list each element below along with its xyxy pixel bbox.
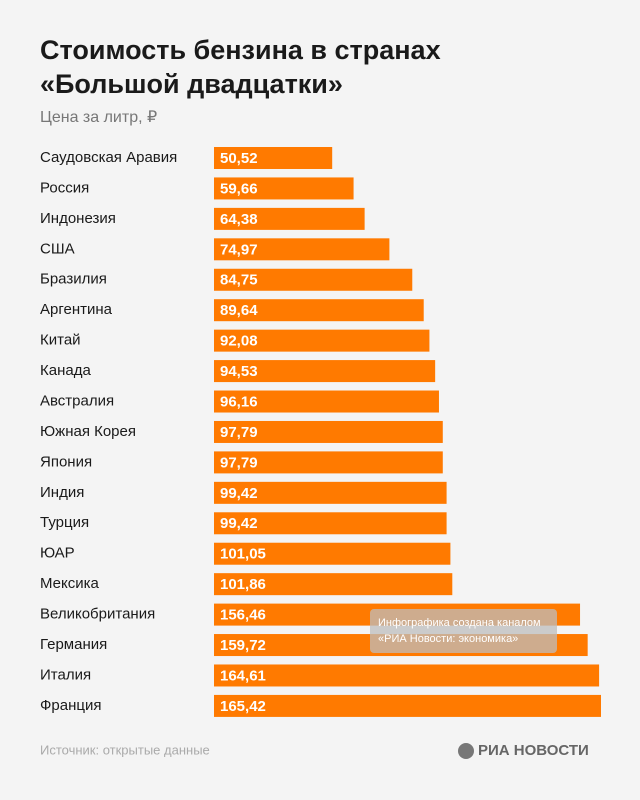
category-label: Япония <box>40 453 92 470</box>
value-label: 165,42 <box>220 698 266 715</box>
bar <box>214 329 430 352</box>
bar <box>214 238 390 261</box>
value-label: 156,46 <box>220 607 266 624</box>
bar <box>214 177 354 200</box>
bar <box>214 390 439 413</box>
category-label: Китай <box>40 332 81 349</box>
title-line: «Большой двадцатки» <box>40 69 343 99</box>
value-label: 74,97 <box>220 241 258 258</box>
value-label: 64,38 <box>220 211 258 228</box>
title-line: Стоимость бензина в странах <box>40 35 441 65</box>
bar <box>214 147 333 169</box>
value-label: 99,42 <box>220 515 258 532</box>
value-label: 101,05 <box>220 546 266 563</box>
bar <box>214 451 443 474</box>
bar <box>214 481 447 504</box>
category-label: Мексика <box>40 575 100 592</box>
category-label: Россия <box>40 179 89 196</box>
value-label: 97,79 <box>220 454 258 471</box>
category-label: Канада <box>40 362 91 379</box>
source: Источник: открытые данные <box>40 742 210 757</box>
bar <box>214 299 424 322</box>
category-label: Южная Корея <box>40 423 136 440</box>
bar <box>214 420 443 443</box>
category-label: ЮАР <box>40 545 75 562</box>
value-label: 97,79 <box>220 424 258 441</box>
logo-icon <box>458 743 474 759</box>
value-label: 164,61 <box>220 667 266 684</box>
note-box <box>370 609 557 653</box>
category-label: Индия <box>40 484 84 501</box>
category-label: Франция <box>40 697 101 714</box>
bar <box>214 207 365 230</box>
value-label: 159,72 <box>220 637 266 654</box>
category-label: Бразилия <box>40 271 107 288</box>
bar <box>214 573 453 596</box>
category-label: Германия <box>40 636 107 653</box>
category-label: Турция <box>40 514 89 531</box>
bar <box>214 542 451 565</box>
value-label: 89,64 <box>220 302 258 319</box>
note-line: «РИА Новости: экономика» <box>378 633 518 645</box>
value-label: 84,75 <box>220 272 258 289</box>
bar <box>214 268 413 291</box>
value-label: 94,53 <box>220 363 258 380</box>
category-label: Саудовская Аравия <box>40 149 177 166</box>
category-label: Аргентина <box>40 301 113 318</box>
category-label: Индонезия <box>40 210 116 227</box>
value-label: 99,42 <box>220 485 258 502</box>
category-label: Великобритания <box>40 606 155 623</box>
value-label: 96,16 <box>220 393 258 410</box>
category-label: Италия <box>40 666 91 683</box>
value-label: 59,66 <box>220 180 258 197</box>
value-label: 50,52 <box>220 150 258 167</box>
category-label: США <box>40 240 75 257</box>
subtitle: Цена за литр, ₽ <box>40 109 157 126</box>
category-label: Австралия <box>40 392 114 409</box>
value-label: 92,08 <box>220 333 258 350</box>
bar <box>214 664 600 687</box>
value-label: 101,86 <box>220 576 266 593</box>
bar <box>214 694 601 717</box>
note-line: Инфографика создана каналом <box>378 617 541 629</box>
bar <box>214 360 436 383</box>
logo: РИА НОВОСТИ <box>478 742 589 759</box>
bar <box>214 512 447 535</box>
